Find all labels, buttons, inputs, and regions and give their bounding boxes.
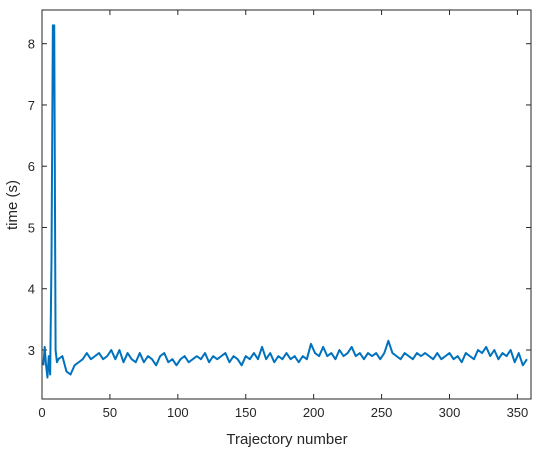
x-tick-label: 0	[38, 405, 45, 420]
plot-box	[41, 9, 532, 400]
y-tick-label: 3	[28, 343, 35, 358]
x-tick-label: 200	[303, 405, 325, 420]
x-tick-label: 150	[235, 405, 257, 420]
x-tick-label: 350	[507, 405, 529, 420]
y-tick-label: 7	[28, 98, 35, 113]
y-axis-label: time (s)	[4, 180, 21, 230]
data-line	[42, 24, 528, 379]
x-axis-label: Trajectory number	[226, 431, 347, 448]
x-tick-label: 50	[103, 405, 117, 420]
x-tick-label: 300	[439, 405, 461, 420]
x-tick-label: 100	[167, 405, 189, 420]
y-tick-label: 8	[28, 37, 35, 52]
x-tick-label: 250	[371, 405, 393, 420]
y-tick-label: 6	[28, 159, 35, 174]
y-tick-label: 4	[28, 282, 35, 297]
y-tick-label: 5	[28, 220, 35, 235]
